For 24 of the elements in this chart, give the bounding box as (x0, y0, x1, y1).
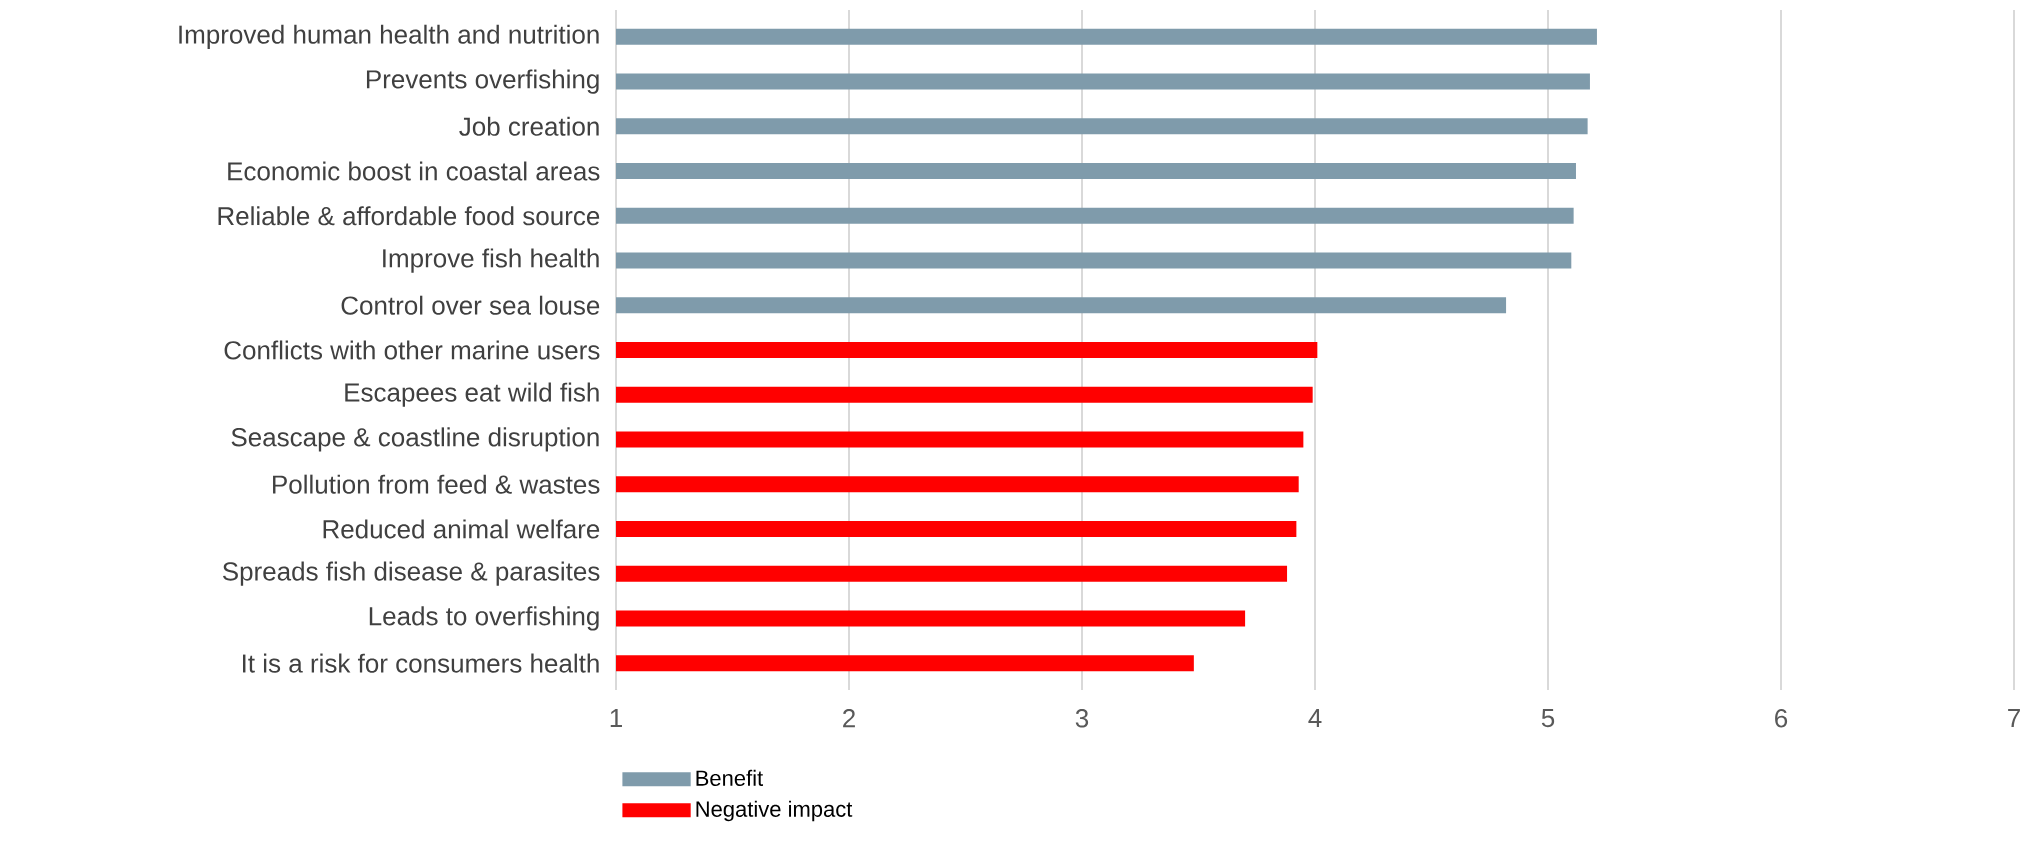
x-tick-label: 6 (1775, 709, 1788, 728)
y-tick-label: Leads to overfishing (369, 606, 599, 631)
y-tick-label: Improved human health and nutrition (179, 24, 599, 49)
x-tick-label: 3 (1075, 709, 1089, 728)
x-tick-label: 4 (1308, 709, 1322, 727)
y-tick-label: Conflicts with other marine users (224, 340, 600, 360)
y-tick-label: Job creation (459, 116, 599, 136)
x-tick-label: 5 (1541, 709, 1555, 728)
y-tick-label: Seascape & coastline disruption (231, 427, 599, 452)
y-tick-label: Reliable & affordable food source (218, 206, 600, 226)
y-tick-label: Prevents overfishing (366, 69, 599, 94)
y-tick-label: Spreads fish disease & parasites (222, 561, 600, 586)
y-tick-label: Improve fish health (383, 248, 599, 273)
y-tick-label: Pollution from feed & wastes (273, 474, 600, 494)
y-tick-label: It is a risk for consumers health (243, 653, 599, 673)
x-tick-label: 1 (610, 709, 622, 727)
x-tick-label: 7 (2008, 709, 2020, 727)
x-tick-label: 2 (843, 709, 855, 728)
y-tick-label: Escapees eat wild fish (345, 382, 599, 407)
y-tick-label: Economic boost in coastal areas (228, 161, 600, 181)
y-tick-label: Reduced animal welfare (323, 519, 600, 539)
y-tick-label: Control over sea louse (341, 295, 600, 315)
legend-label: Negative impact (696, 800, 853, 822)
legend-label: Benefit (696, 769, 764, 786)
